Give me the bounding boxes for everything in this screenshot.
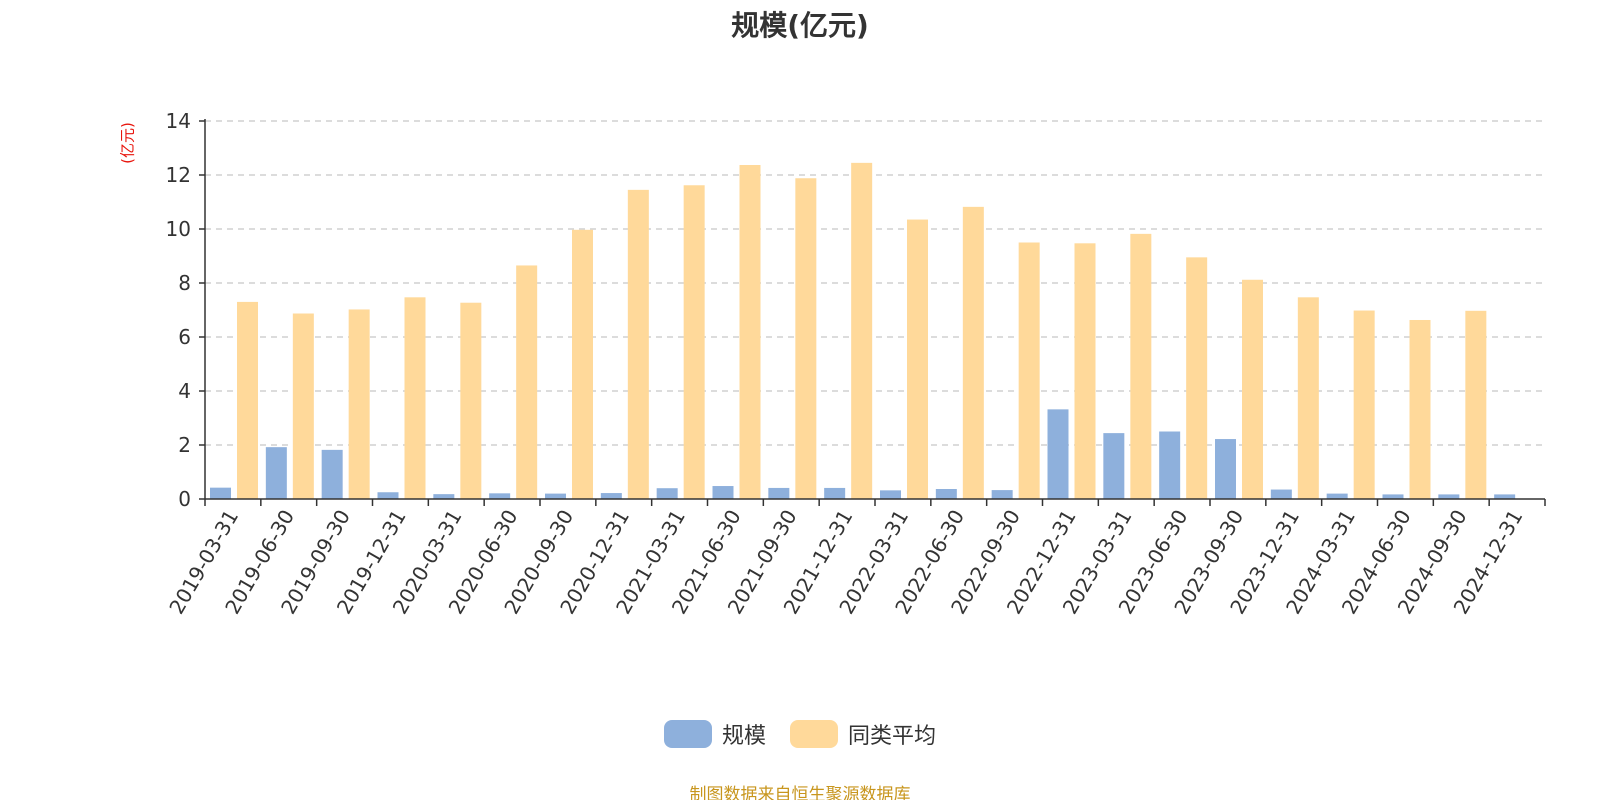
y-tick-label: 4: [178, 379, 191, 403]
bar-peer-average[interactable]: [1018, 242, 1040, 500]
bar-scale[interactable]: [545, 493, 566, 499]
bar-scale[interactable]: [489, 493, 511, 499]
bar-scale[interactable]: [377, 492, 399, 499]
bar-scale[interactable]: [600, 493, 622, 499]
bar-peer-average[interactable]: [237, 301, 258, 499]
axis-layer: [199, 119, 1546, 506]
y-tick-label: 12: [166, 163, 191, 187]
legend: 规模 同类平均: [0, 718, 1600, 750]
y-tick-label: 10: [166, 217, 191, 241]
bar-scale[interactable]: [935, 489, 957, 499]
y-tick-label: 2: [178, 433, 191, 457]
grid-layer: [205, 120, 1545, 446]
bar-scale[interactable]: [1270, 489, 1292, 499]
legend-item-scale[interactable]: 规模: [663, 718, 766, 750]
bar-peer-average[interactable]: [739, 165, 761, 499]
bar-peer-average[interactable]: [907, 219, 928, 500]
bar-peer-average[interactable]: [795, 178, 817, 500]
bar-peer-average[interactable]: [1409, 319, 1431, 499]
bar-peer-average[interactable]: [683, 185, 705, 499]
bar-scale[interactable]: [1326, 493, 1348, 499]
bar-peer-average[interactable]: [962, 206, 984, 500]
bar-scale[interactable]: [991, 490, 1013, 499]
bar-peer-average[interactable]: [627, 189, 649, 499]
legend-label-scale: 规模: [721, 724, 766, 749]
bar-scale[interactable]: [1382, 494, 1404, 499]
bar-peer-average[interactable]: [1297, 297, 1319, 499]
bar-scale[interactable]: [321, 449, 343, 499]
bar-peer-average[interactable]: [404, 297, 426, 499]
legend-swatch-scale: [663, 720, 712, 748]
bar-peer-average[interactable]: [851, 162, 873, 499]
bar-peer-average[interactable]: [516, 265, 538, 499]
y-tick-label: 0: [178, 487, 191, 511]
bar-peer-average[interactable]: [1353, 310, 1375, 499]
bar-peer-average[interactable]: [1130, 233, 1152, 500]
chart-title: 规模(亿元): [731, 9, 869, 42]
bar-peer-average[interactable]: [1186, 257, 1208, 499]
y-tick-label: 8: [178, 271, 191, 295]
bar-scale[interactable]: [1215, 439, 1236, 499]
bar-scale[interactable]: [210, 487, 231, 499]
bar-scale[interactable]: [1047, 409, 1069, 499]
bar-scale[interactable]: [656, 488, 678, 499]
bar-scale[interactable]: [265, 447, 287, 499]
bar-peer-average[interactable]: [460, 302, 482, 499]
bar-scale[interactable]: [1103, 433, 1125, 499]
bar-scale[interactable]: [1159, 431, 1181, 500]
bar-scale[interactable]: [1494, 494, 1516, 499]
legend-item-peer-average[interactable]: 同类平均: [790, 718, 936, 750]
legend-label-peer-average: 同类平均: [848, 724, 937, 749]
bar-scale[interactable]: [712, 486, 734, 499]
bar-scale[interactable]: [824, 487, 846, 499]
bar-scale[interactable]: [1438, 494, 1460, 499]
bar-scale[interactable]: [433, 494, 455, 499]
bar-scale[interactable]: [768, 487, 790, 499]
bar-layer: [210, 162, 1516, 500]
bar-peer-average[interactable]: [1242, 279, 1263, 499]
bar-peer-average[interactable]: [348, 309, 370, 499]
bar-peer-average[interactable]: [572, 229, 593, 499]
y-tick-label: 14: [166, 109, 191, 133]
y-tick-label: 6: [178, 325, 191, 349]
bar-peer-average[interactable]: [1465, 310, 1487, 499]
bar-peer-average[interactable]: [1074, 243, 1096, 499]
legend-swatch-peer-average: [790, 720, 838, 748]
bar-peer-average[interactable]: [292, 313, 314, 499]
bar-scale[interactable]: [880, 490, 901, 499]
source-note: 制图数据来自恒生聚源数据库: [689, 785, 911, 800]
